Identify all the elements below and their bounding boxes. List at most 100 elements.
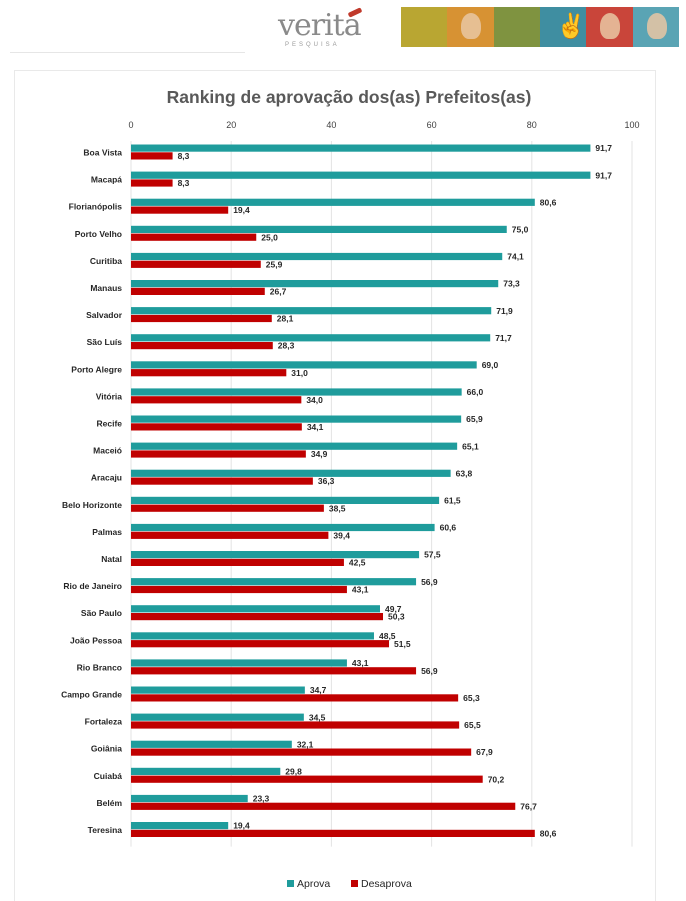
- category-label: Porto Alegre: [71, 364, 122, 374]
- disapprove-bar: [131, 829, 535, 837]
- disapprove-bar: [131, 260, 261, 268]
- category-label: Cuiabá: [94, 771, 123, 781]
- approve-bar: [131, 415, 462, 423]
- disapprove-value-label: 65,3: [463, 693, 480, 703]
- disapprove-bar: [131, 504, 324, 512]
- chart-card: Ranking de aprovação dos(as) Prefeitos(a…: [14, 70, 656, 901]
- disapprove-bar: [131, 694, 459, 702]
- approve-bar: [131, 659, 347, 667]
- approve-value-label: 80,6: [540, 197, 557, 207]
- disapprove-bar: [131, 721, 460, 729]
- disapprove-bar: [131, 585, 347, 594]
- approve-value-label: 65,1: [462, 441, 479, 451]
- disapprove-value-label: 67,9: [476, 747, 493, 757]
- category-label: Fortaleza: [85, 717, 123, 727]
- verita-logo: veritá PESQUISA: [278, 7, 383, 52]
- disapprove-value-label: 50,3: [388, 612, 405, 622]
- approve-bar: [131, 361, 477, 369]
- legend-label-disapprove: Desaprova: [361, 878, 412, 890]
- approve-value-label: 71,9: [496, 306, 513, 316]
- disapprove-value-label: 19,4: [233, 205, 250, 215]
- legend-swatch-approve: [287, 880, 294, 887]
- legend-swatch-disapprove: [351, 880, 358, 887]
- header-photo-banner: ✌: [401, 7, 679, 47]
- category-label: São Luís: [87, 337, 123, 347]
- disapprove-value-label: 56,9: [421, 666, 438, 676]
- disapprove-bar: [131, 613, 384, 621]
- approval-ranking-chart: Ranking de aprovação dos(as) Prefeitos(a…: [61, 87, 639, 890]
- disapprove-bar: [131, 314, 272, 323]
- person-icon: [646, 13, 667, 39]
- disapprove-bar: [131, 369, 287, 377]
- legend: Aprova Desaprova: [287, 878, 412, 890]
- approve-value-label: 69,0: [482, 360, 499, 370]
- approve-value-label: 56,9: [421, 577, 438, 587]
- disapprove-value-label: 25,0: [261, 232, 278, 242]
- disapprove-value-label: 51,5: [394, 639, 411, 649]
- approve-value-label: 61,5: [444, 496, 461, 506]
- approve-value-label: 65,9: [466, 414, 483, 424]
- approve-bar: [131, 198, 535, 206]
- disapprove-bar: [131, 233, 257, 241]
- banner-tile-portrait: [447, 7, 494, 47]
- approve-value-label: 23,3: [253, 794, 270, 804]
- approve-bar: [131, 496, 440, 504]
- category-label: Goiânia: [91, 744, 122, 754]
- x-axis-ticks: 0 20 40 60 80 100: [128, 120, 639, 130]
- approve-bar: [131, 388, 462, 396]
- banner-tile-portrait: [586, 7, 633, 47]
- disapprove-bar: [131, 667, 417, 675]
- labels: Boa Vista 91,7 8,3 Macapá 91,7 8,3 Florianópol…: [61, 143, 612, 838]
- approve-bar: [131, 280, 499, 288]
- approve-value-label: 66,0: [467, 387, 484, 397]
- approve-value-label: 29,8: [285, 767, 302, 777]
- category-label: São Paulo: [81, 608, 122, 618]
- disapprove-bar: [131, 342, 273, 350]
- category-label: Maceió: [93, 446, 122, 456]
- disapprove-value-label: 65,5: [464, 720, 481, 730]
- x-tick-label: 80: [527, 120, 537, 130]
- disapprove-value-label: 8,3: [178, 178, 190, 188]
- disapprove-bar: [131, 206, 229, 214]
- category-label: Natal: [101, 554, 122, 564]
- disapprove-bar: [131, 423, 302, 431]
- category-label: João Pessoa: [70, 635, 122, 645]
- disapprove-value-label: 31,0: [291, 368, 308, 378]
- banner-tile-gesture: ✌: [539, 7, 587, 47]
- category-label: Macapá: [91, 175, 122, 185]
- disapprove-value-label: 42,5: [349, 558, 366, 568]
- approve-value-label: 34,7: [310, 685, 327, 695]
- approve-value-label: 91,7: [595, 143, 612, 153]
- disapprove-value-label: 25,9: [266, 259, 283, 269]
- approve-bar: [131, 523, 435, 532]
- disapprove-bar: [131, 477, 313, 485]
- person-icon: [600, 13, 621, 39]
- logo-subtext: PESQUISA: [285, 42, 340, 48]
- disapprove-bar: [131, 152, 173, 160]
- disapprove-value-label: 34,9: [311, 449, 328, 459]
- disapprove-bar: [131, 179, 173, 187]
- approve-value-label: 73,3: [503, 279, 520, 289]
- approve-bar: [131, 767, 281, 775]
- category-label: Belo Horizonte: [62, 500, 122, 510]
- category-label: Porto Velho: [75, 229, 122, 239]
- disapprove-bar: [131, 775, 483, 783]
- approve-value-label: 74,1: [507, 252, 524, 262]
- x-tick-label: 60: [427, 120, 437, 130]
- approve-value-label: 19,4: [233, 821, 250, 831]
- page-header: veritá PESQUISA ✌: [0, 0, 686, 60]
- bars: [131, 144, 591, 837]
- approve-bar: [131, 225, 507, 233]
- approve-value-label: 32,1: [297, 739, 314, 749]
- approve-value-label: 34,5: [309, 712, 326, 722]
- approve-value-label: 49,7: [385, 604, 402, 614]
- x-tick-label: 20: [226, 120, 236, 130]
- disapprove-value-label: 36,3: [318, 476, 335, 486]
- approve-bar: [131, 469, 451, 477]
- approve-bar: [131, 307, 492, 315]
- approve-bar: [131, 252, 503, 261]
- approve-value-label: 91,7: [595, 170, 612, 180]
- approve-bar: [131, 442, 458, 450]
- banner-tile-portrait: [632, 7, 679, 47]
- disapprove-bar: [131, 640, 390, 648]
